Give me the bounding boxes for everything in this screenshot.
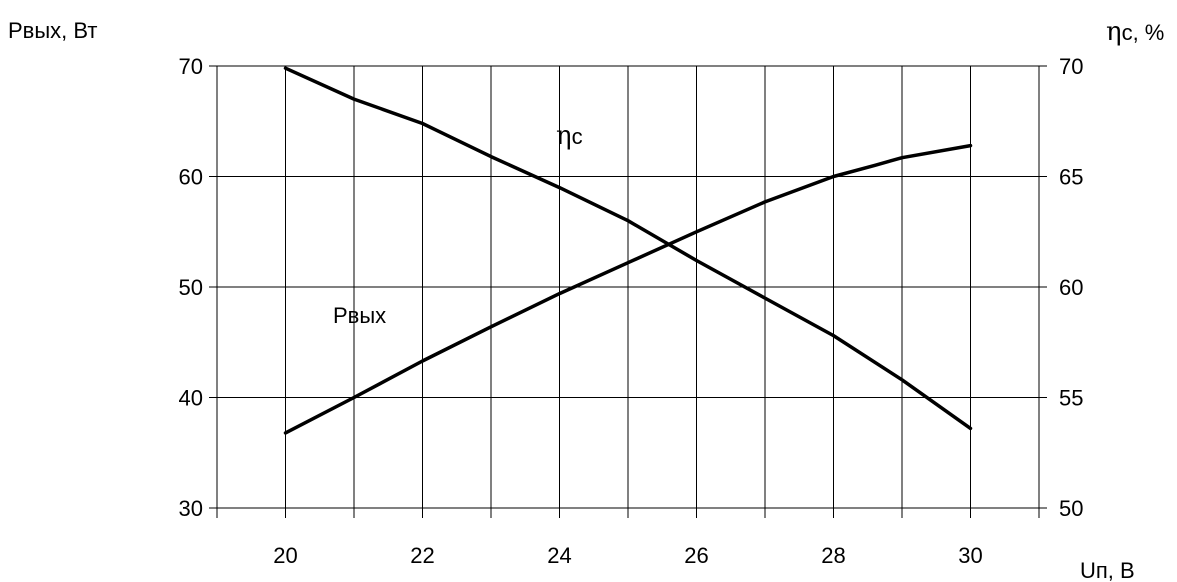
- x-tick-label: 28: [821, 543, 845, 568]
- grid: [217, 65, 1039, 508]
- x-tick-label: 24: [547, 543, 571, 568]
- y-tick-label-right: 65: [1059, 165, 1083, 190]
- series-label-pout-text: Pвых: [333, 303, 386, 328]
- series-label-eta-greek: η: [556, 121, 572, 151]
- x-tick-label: 26: [684, 543, 708, 568]
- tick-labels: 30 40 50 60 70 50 55 60 65 70 20 22 24 26 28 30: [179, 54, 1084, 568]
- x-tick-label: 20: [273, 543, 297, 568]
- series-lines: [283, 66, 973, 435]
- series-line-pout: [283, 143, 973, 435]
- y-tick-label-right: 55: [1059, 386, 1083, 411]
- y-axis-title-right-greek: η: [1106, 17, 1122, 47]
- y-tick-label-left: 50: [179, 275, 203, 300]
- x-axis-title: Uп, В: [1080, 558, 1135, 582]
- y-tick-label-left: 60: [179, 165, 203, 190]
- y-tick-label-left: 40: [179, 386, 203, 411]
- y-tick-label-left: 30: [179, 496, 203, 521]
- series-line-eta: [283, 66, 973, 431]
- x-tick-label: 22: [410, 543, 434, 568]
- y-axis-title-left: Pвых, Вт: [8, 18, 97, 43]
- y-tick-label-right: 50: [1059, 496, 1083, 521]
- y-tick-label-right: 70: [1059, 54, 1083, 79]
- y-tick-label-right: 60: [1059, 275, 1083, 300]
- series-label-pout: Pвых: [333, 303, 386, 328]
- x-tick-label: 30: [958, 543, 982, 568]
- series-label-eta-text: c: [572, 124, 583, 149]
- y-axis-title-right: ηc, %: [1106, 17, 1164, 47]
- y-tick-label-left: 70: [179, 54, 203, 79]
- labels: Pвых, Вт ηc, % Uп, В Pвых ηc: [8, 17, 1164, 582]
- series-label-eta: ηc: [556, 121, 583, 151]
- axes: [209, 65, 1047, 518]
- y-axis-title-right-rest: c, %: [1122, 20, 1165, 45]
